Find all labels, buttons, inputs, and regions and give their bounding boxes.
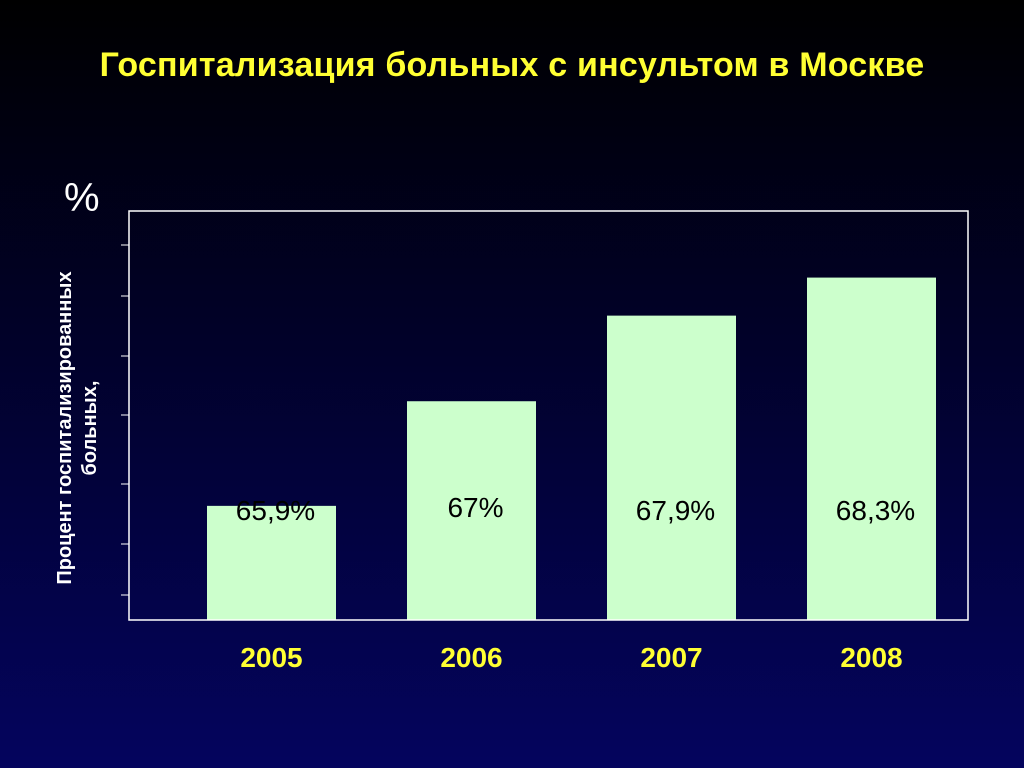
x-category-label: 2007: [640, 642, 702, 673]
labels: 65,9% 2005 67% 2006 67,9% 2007 68,3% 2008: [236, 492, 915, 673]
data-label: 65,9%: [236, 495, 315, 526]
data-label: 67%: [447, 492, 503, 523]
y-axis-ticks: [121, 244, 129, 596]
data-label: 67,9%: [636, 495, 715, 526]
bars: [207, 277, 936, 620]
page-title: Госпитализация больных с инсультом в Мос…: [99, 46, 925, 84]
bar-2005: [207, 505, 336, 620]
data-label: 68,3%: [836, 495, 915, 526]
plot-frame: [128, 210, 969, 621]
x-category-label: 2008: [840, 642, 902, 673]
bar-2006: [407, 401, 536, 620]
bar-2007: [607, 315, 736, 620]
y-axis-unit: %: [64, 176, 100, 220]
bar-2008: [807, 277, 936, 620]
x-category-label: 2005: [240, 642, 302, 673]
x-category-label: 2006: [440, 642, 502, 673]
